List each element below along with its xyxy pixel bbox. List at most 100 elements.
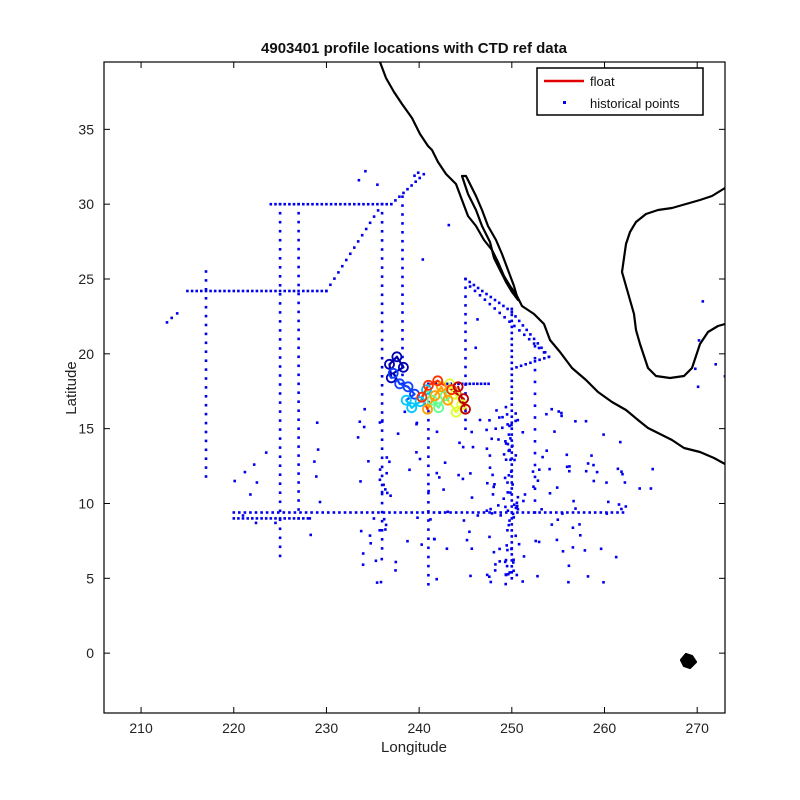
historical-point bbox=[415, 422, 418, 426]
x-tick-label: 210 bbox=[129, 720, 153, 736]
historical-point bbox=[469, 472, 472, 475]
historical-point bbox=[297, 490, 300, 493]
historical-point bbox=[246, 517, 249, 520]
historical-point bbox=[547, 355, 551, 359]
historical-point bbox=[385, 471, 388, 475]
historical-point bbox=[385, 202, 388, 206]
historical-point bbox=[557, 410, 560, 413]
historical-point bbox=[572, 499, 575, 503]
historical-point bbox=[512, 516, 516, 519]
historical-point bbox=[278, 293, 282, 296]
historical-point bbox=[506, 529, 509, 532]
historical-point bbox=[504, 458, 508, 461]
historical-point bbox=[427, 564, 430, 568]
historical-point bbox=[476, 514, 480, 517]
historical-point bbox=[510, 379, 514, 383]
historical-point bbox=[492, 485, 495, 489]
historical-point bbox=[237, 517, 240, 520]
historical-point bbox=[204, 279, 208, 282]
historical-point bbox=[243, 511, 247, 514]
historical-point bbox=[204, 305, 208, 309]
historical-point bbox=[378, 529, 381, 532]
historical-point bbox=[560, 414, 563, 418]
historical-point bbox=[401, 239, 404, 243]
historical-point bbox=[318, 500, 322, 504]
historical-point bbox=[297, 472, 300, 475]
historical-point bbox=[510, 553, 514, 556]
historical-point bbox=[380, 474, 384, 478]
historical-point bbox=[498, 560, 501, 563]
historical-point bbox=[509, 437, 512, 440]
historical-point bbox=[427, 437, 430, 440]
historical-point bbox=[516, 507, 520, 511]
y-tick-label: 35 bbox=[78, 121, 94, 137]
historical-point bbox=[470, 496, 474, 499]
historical-point bbox=[515, 366, 518, 369]
historical-point bbox=[501, 415, 504, 419]
historical-point bbox=[488, 535, 491, 539]
float-segment bbox=[433, 385, 443, 397]
x-axis-label: Longitude bbox=[381, 739, 447, 756]
historical-point bbox=[435, 430, 439, 434]
historical-point bbox=[470, 547, 474, 550]
historical-point bbox=[386, 491, 389, 495]
historical-point bbox=[297, 337, 300, 341]
historical-point bbox=[438, 382, 441, 386]
historical-point bbox=[477, 511, 480, 514]
historical-point bbox=[464, 348, 467, 351]
historical-point bbox=[204, 359, 208, 362]
float-profile-marker bbox=[384, 358, 395, 370]
historical-point bbox=[380, 557, 384, 561]
historical-point bbox=[343, 511, 347, 514]
historical-point bbox=[278, 347, 282, 350]
historical-point bbox=[255, 289, 259, 293]
historical-point bbox=[293, 511, 297, 514]
historical-point bbox=[427, 546, 430, 550]
historical-point bbox=[380, 257, 384, 260]
historical-point bbox=[493, 483, 496, 486]
historical-point bbox=[380, 490, 384, 494]
historical-point bbox=[361, 563, 365, 566]
historical-point bbox=[394, 199, 397, 202]
float-profile-marker bbox=[452, 381, 464, 393]
historical-point bbox=[274, 202, 277, 206]
historical-point bbox=[427, 489, 430, 493]
historical-point bbox=[325, 289, 328, 293]
historical-point bbox=[510, 499, 514, 502]
historical-point bbox=[297, 508, 300, 511]
historical-point bbox=[623, 481, 627, 484]
historical-point bbox=[478, 418, 482, 422]
historical-point bbox=[540, 346, 543, 350]
float-profile-marker bbox=[400, 394, 412, 406]
historical-point bbox=[401, 302, 404, 305]
historical-point bbox=[282, 511, 286, 514]
historical-point bbox=[204, 350, 208, 353]
historical-point bbox=[567, 580, 570, 584]
historical-point bbox=[278, 545, 282, 549]
historical-point bbox=[489, 580, 493, 584]
historical-point bbox=[510, 439, 514, 442]
historical-point bbox=[602, 581, 605, 584]
historical-point bbox=[306, 289, 310, 293]
historical-point bbox=[367, 460, 370, 463]
historical-point bbox=[548, 467, 551, 471]
historical-point bbox=[485, 428, 488, 432]
historical-point bbox=[297, 355, 300, 359]
historical-point bbox=[445, 547, 449, 550]
historical-point bbox=[560, 411, 563, 415]
historical-point bbox=[533, 380, 537, 384]
historical-point bbox=[567, 564, 571, 568]
historical-point bbox=[382, 483, 385, 487]
historical-point bbox=[278, 238, 282, 242]
historical-point bbox=[502, 304, 505, 308]
historical-point bbox=[512, 503, 516, 506]
historical-point bbox=[508, 424, 511, 428]
historical-point bbox=[513, 324, 516, 328]
historical-point bbox=[510, 433, 514, 436]
historical-point bbox=[510, 565, 514, 568]
historical-point bbox=[493, 307, 496, 310]
x-tick-label: 250 bbox=[500, 720, 524, 736]
historical-point bbox=[701, 300, 705, 303]
historical-point bbox=[483, 298, 487, 301]
